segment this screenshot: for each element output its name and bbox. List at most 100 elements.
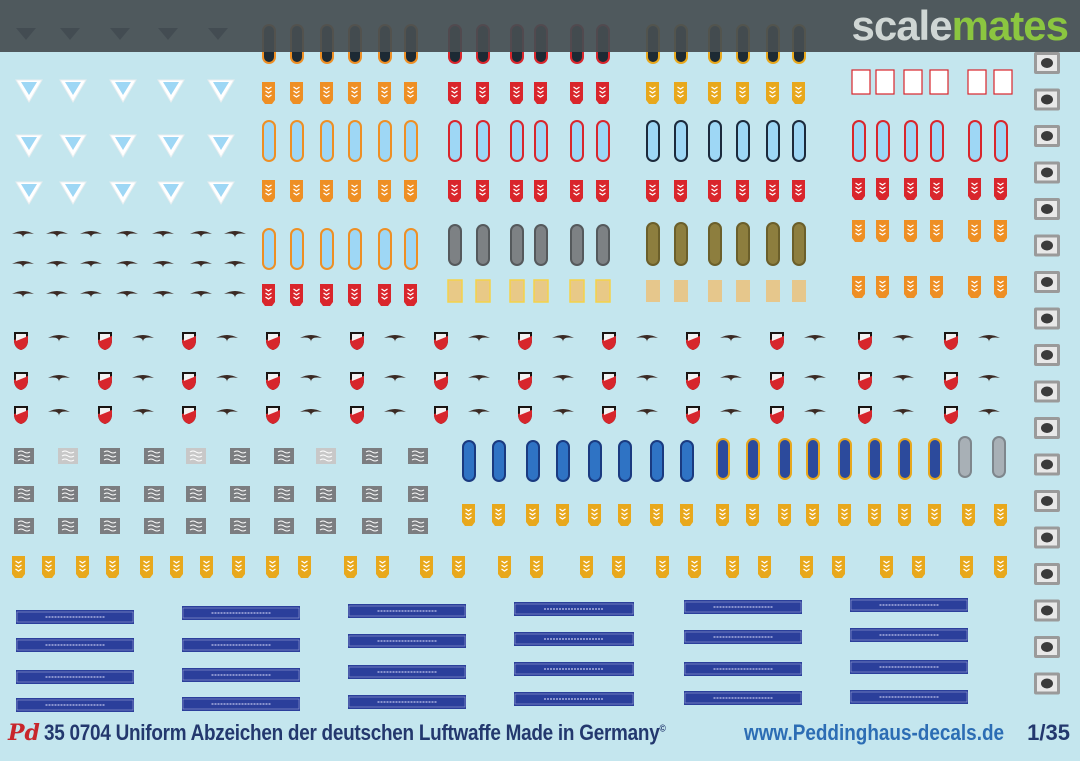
sleeve-rank-decal bbox=[100, 448, 120, 464]
collar-tab-decal bbox=[766, 280, 780, 302]
sleeve-rank-decal bbox=[274, 518, 294, 534]
collar-tab-decal bbox=[912, 556, 925, 578]
collar-tab-decal bbox=[200, 556, 213, 578]
sleeve-rank-decal bbox=[144, 448, 164, 464]
collar-tab-decal bbox=[994, 178, 1007, 200]
shoulder-strap-decal bbox=[262, 228, 276, 270]
cuff-title-decal bbox=[514, 692, 634, 706]
chevron-decal bbox=[109, 79, 137, 103]
collar-tab-decal bbox=[448, 180, 461, 202]
sleeve-rank-decal bbox=[274, 486, 294, 502]
collar-tab-decal bbox=[262, 180, 275, 202]
eagle-decal bbox=[978, 409, 1000, 416]
collar-tab-decal bbox=[968, 220, 981, 242]
sleeve-rank-decal bbox=[274, 448, 294, 464]
sleeve-rank-decal bbox=[408, 486, 428, 502]
collar-tab-decal bbox=[462, 504, 475, 526]
eagle-decal bbox=[720, 335, 742, 342]
collar-tab-decal bbox=[509, 279, 525, 303]
collar-tab-decal bbox=[930, 276, 943, 298]
collar-tab-decal bbox=[758, 556, 771, 578]
sleeve-rank-decal bbox=[100, 486, 120, 502]
shoulder-strap-decal bbox=[968, 120, 982, 162]
eagle-decal bbox=[190, 261, 212, 268]
collar-tab-decal bbox=[708, 180, 721, 202]
collar-tab-decal bbox=[726, 556, 739, 578]
shoulder-strap-decal bbox=[766, 222, 780, 266]
shield-decal bbox=[686, 372, 700, 390]
collar-tab-decal bbox=[320, 180, 333, 202]
collar-tab-decal bbox=[140, 556, 153, 578]
collar-tab-decal bbox=[746, 504, 759, 526]
shield-decal bbox=[350, 372, 364, 390]
shoulder-strap-decal bbox=[618, 440, 632, 482]
eagle-decal bbox=[978, 335, 1000, 342]
collar-tab-decal bbox=[688, 556, 701, 578]
roundel-decal bbox=[1034, 526, 1060, 549]
roundel-decal bbox=[1034, 125, 1060, 147]
shield-decal bbox=[686, 406, 700, 424]
collar-tab-decal bbox=[994, 276, 1007, 298]
collar-tab-decal bbox=[533, 279, 549, 303]
shield-decal bbox=[944, 332, 958, 350]
sleeve-rank-decal bbox=[362, 486, 382, 502]
shoulder-strap-decal bbox=[792, 222, 806, 266]
collar-tab-decal bbox=[876, 220, 889, 242]
shield-decal bbox=[182, 372, 196, 390]
shoulder-strap-decal bbox=[290, 120, 304, 162]
eagle-decal bbox=[468, 335, 490, 342]
eagle-decal bbox=[132, 335, 154, 342]
collar-tab-decal bbox=[232, 556, 245, 578]
scalemates-logo[interactable]: scalemates bbox=[851, 2, 1069, 50]
collar-tab-decal bbox=[646, 180, 659, 202]
collar-tab-decal bbox=[960, 556, 973, 578]
collar-tab-decal bbox=[650, 504, 663, 526]
shoulder-strap-decal bbox=[708, 120, 722, 162]
eagle-decal bbox=[152, 261, 174, 268]
chevron-decal bbox=[15, 79, 43, 103]
roundel-decal bbox=[1034, 636, 1060, 658]
roundel-decal bbox=[1034, 672, 1060, 695]
website-link[interactable]: www.Peddinghaus-decals.de bbox=[744, 720, 1005, 745]
roundel-decal bbox=[1034, 599, 1060, 622]
cuff-title-decal bbox=[16, 610, 134, 624]
shoulder-strap-decal bbox=[448, 224, 462, 266]
cuff-title-decal bbox=[348, 634, 466, 648]
collar-tab-decal bbox=[420, 556, 433, 578]
collar-tab-decal bbox=[588, 504, 601, 526]
roundel-decal bbox=[1034, 234, 1060, 257]
chevron-decal bbox=[157, 181, 185, 205]
shield-decal bbox=[98, 332, 112, 350]
eagle-decal bbox=[224, 291, 246, 298]
sleeve-rank-decal bbox=[186, 518, 206, 534]
eagle-decal bbox=[300, 409, 322, 416]
collar-tab-decal bbox=[904, 178, 917, 200]
collar-tab-outline-decal bbox=[903, 69, 923, 95]
collar-tab-decal bbox=[852, 178, 865, 200]
shoulder-strap-decal bbox=[320, 228, 334, 270]
collar-tab-decal bbox=[778, 504, 791, 526]
eagle-decal bbox=[552, 409, 574, 416]
collar-tab-decal bbox=[106, 556, 119, 578]
chevron-decal bbox=[207, 134, 235, 158]
cuff-title-decal bbox=[850, 628, 968, 642]
collar-tab-decal bbox=[76, 556, 89, 578]
collar-tab-decal bbox=[868, 504, 881, 526]
eagle-decal bbox=[12, 291, 34, 298]
collar-tab-decal bbox=[596, 82, 609, 104]
collar-tab-decal bbox=[876, 178, 889, 200]
collar-tab-decal bbox=[904, 220, 917, 242]
eagle-decal bbox=[384, 375, 406, 382]
eagle-decal bbox=[552, 335, 574, 342]
collar-tab-outline-decal bbox=[875, 69, 895, 95]
shoulder-strap-decal bbox=[588, 440, 602, 482]
collar-tab-decal bbox=[838, 504, 851, 526]
collar-tab-decal bbox=[852, 276, 865, 298]
collar-tab-decal bbox=[792, 180, 805, 202]
collar-tab-decal bbox=[569, 279, 585, 303]
collar-tab-decal bbox=[595, 279, 611, 303]
shoulder-strap-decal bbox=[596, 120, 610, 162]
eagle-decal bbox=[132, 409, 154, 416]
sleeve-rank-decal bbox=[316, 486, 336, 502]
sleeve-rank-decal bbox=[230, 518, 250, 534]
